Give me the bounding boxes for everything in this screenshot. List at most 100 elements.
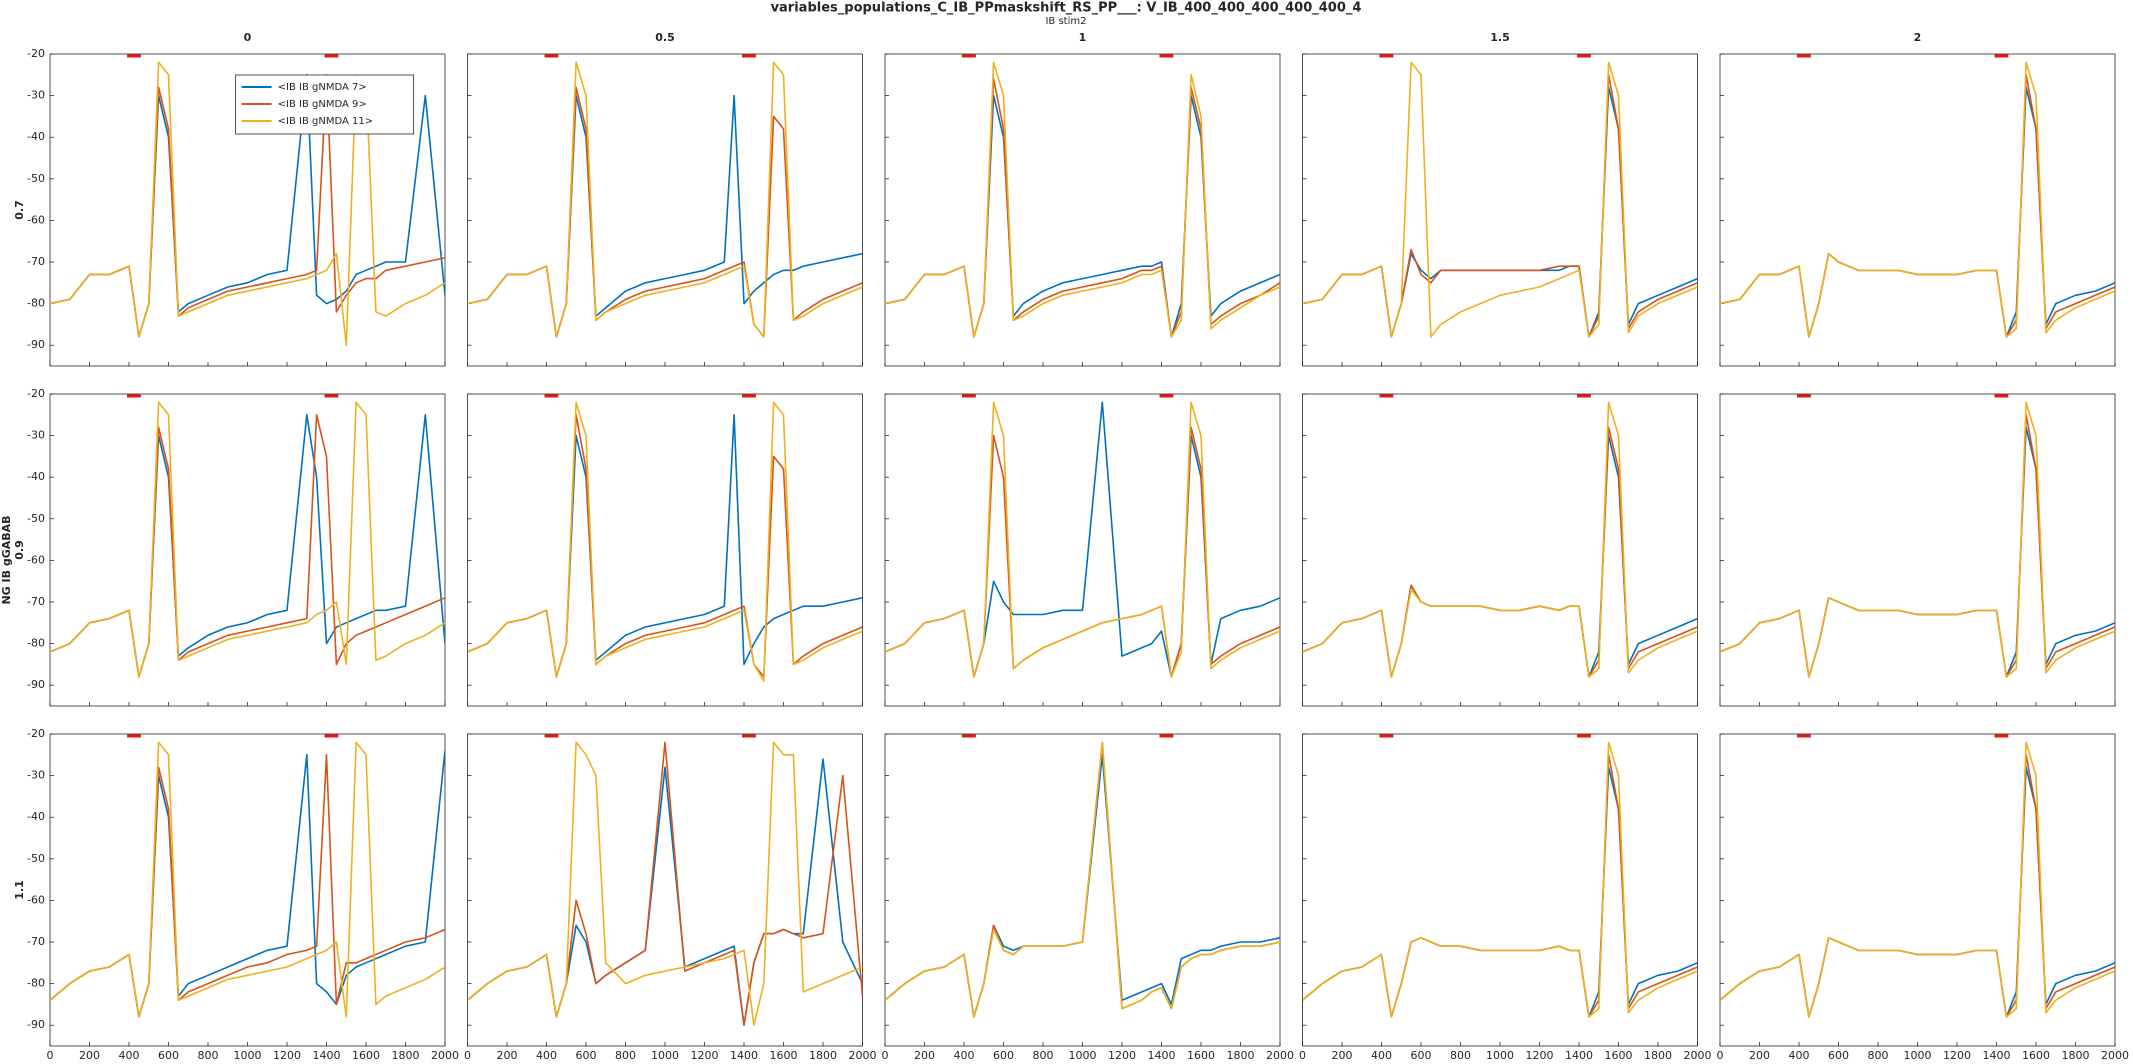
plot-area (1302, 741, 1698, 1018)
y-tick-label: -30 (27, 769, 45, 782)
y-tick-label: -40 (27, 130, 45, 143)
panel: 0.5 (467, 31, 863, 367)
y-tick-label: -40 (27, 470, 45, 483)
x-tick-label: 0 (464, 1049, 471, 1062)
plot-area (50, 61, 445, 346)
series-line (467, 401, 863, 682)
series-line (885, 61, 1280, 338)
panel: 0 200 400 600 800 1000 1200 1400 1600 1800 2000 (1299, 733, 1712, 1062)
plot-area (50, 401, 445, 678)
x-tick-label: 1400 (1983, 1049, 2011, 1062)
series-line (1720, 401, 2115, 678)
axes-box (49, 393, 446, 707)
x-tick-label: 800 (1033, 1049, 1054, 1062)
x-tick-label: 2000 (431, 1049, 459, 1062)
plot-area (1302, 401, 1698, 678)
y-tick-label: -90 (27, 338, 45, 351)
x-tick-label: 1800 (2062, 1049, 2090, 1062)
y-tick-label: -80 (27, 637, 45, 650)
x-tick-label: 600 (576, 1049, 597, 1062)
plot-area (1720, 741, 2115, 1018)
series-line (1720, 61, 2115, 338)
x-tick-label: 2000 (2101, 1049, 2129, 1062)
plot-area (1720, 401, 2115, 678)
x-tick-label: 400 (536, 1049, 557, 1062)
plot-area (467, 61, 863, 338)
x-tick-label: 600 (993, 1049, 1014, 1062)
axes-box (884, 393, 1281, 707)
x-tick-label: 600 (1411, 1049, 1432, 1062)
x-tick-label: 400 (1789, 1049, 1810, 1062)
plot-area (1302, 61, 1698, 338)
panel (1302, 393, 1698, 707)
y-tick-label: -80 (27, 977, 45, 990)
series-line (50, 741, 445, 1018)
x-tick-label: 0 (882, 1049, 889, 1062)
series-line (467, 61, 863, 338)
x-tick-label: 1800 (809, 1049, 837, 1062)
plot-area (885, 741, 1280, 1018)
figure-subtitle: IB stim2 (1045, 16, 1086, 27)
plot-area (50, 741, 445, 1018)
panel: 0 200 400 600 800 1000 1200 1400 1600 1800 2000 (882, 733, 1294, 1062)
axes-box (884, 733, 1281, 1047)
y-tick-label: -30 (27, 89, 45, 102)
x-tick-label: 200 (497, 1049, 518, 1062)
x-tick-label: 1600 (1187, 1049, 1215, 1062)
x-tick-label: 0 (1717, 1049, 1724, 1062)
plot-area (467, 741, 863, 1026)
x-tick-label: 1800 (392, 1049, 420, 1062)
axes-box (467, 733, 863, 1047)
series-line (1302, 741, 1698, 1018)
panel: 0 200 400 600 800 1000 1200 1400 1600 1800 2000 (464, 733, 877, 1062)
column-label: 0 (244, 31, 252, 44)
panel: 1.5 (1302, 31, 1698, 367)
series-line (50, 401, 445, 678)
x-tick-label: 400 (1371, 1049, 1392, 1062)
axes-box (1719, 393, 2116, 707)
axes-box (49, 733, 446, 1047)
x-tick-label: 1200 (1943, 1049, 1971, 1062)
series-line (885, 401, 1280, 678)
series-line (467, 741, 863, 1026)
x-tick-label: 2000 (1684, 1049, 1712, 1062)
axes-box (1302, 53, 1698, 367)
panel (1719, 393, 2116, 707)
legend-label: <IB IB gNMDA 11> (278, 116, 373, 127)
x-tick-label: 1000 (1904, 1049, 1932, 1062)
series-line (1720, 741, 2115, 1018)
x-tick-label: 0 (47, 1049, 54, 1062)
legend-label: <IB IB gNMDA 7> (278, 82, 367, 93)
y-tick-label: -20 (27, 727, 45, 740)
axes-box (884, 53, 1281, 367)
row-label: 1.1 (13, 880, 26, 900)
x-tick-label: 1400 (730, 1049, 758, 1062)
x-tick-label: 1200 (691, 1049, 719, 1062)
axes-box (467, 53, 863, 367)
axes-box (467, 393, 863, 707)
y-tick-label: -20 (27, 387, 45, 400)
x-tick-label: 600 (158, 1049, 179, 1062)
x-tick-label: 1200 (273, 1049, 301, 1062)
y-tick-label: -70 (27, 935, 45, 948)
y-tick-label: -60 (27, 553, 45, 566)
y-tick-label: -90 (27, 1018, 45, 1031)
panel: 0 200 400 600 800 1000 1200 1400 1600 1800 2000 -90… (13, 727, 459, 1062)
axes-box (1719, 733, 2116, 1047)
x-tick-label: 1200 (1108, 1049, 1136, 1062)
x-tick-label: 2000 (849, 1049, 877, 1062)
x-tick-label: 1000 (234, 1049, 262, 1062)
x-tick-label: 400 (954, 1049, 975, 1062)
panel: 1 (884, 31, 1281, 367)
x-tick-label: 400 (119, 1049, 140, 1062)
column-label: 2 (1914, 31, 1922, 44)
x-tick-label: 800 (1450, 1049, 1471, 1062)
x-tick-label: 200 (79, 1049, 100, 1062)
panel: -90 -80 -70 -60 -50 -40 -30 -20 0.9 (13, 387, 446, 707)
plot-area (467, 401, 863, 682)
y-tick-label: -60 (27, 893, 45, 906)
x-tick-label: 0 (1299, 1049, 1306, 1062)
x-tick-label: 1200 (1526, 1049, 1554, 1062)
y-tick-label: -30 (27, 429, 45, 442)
